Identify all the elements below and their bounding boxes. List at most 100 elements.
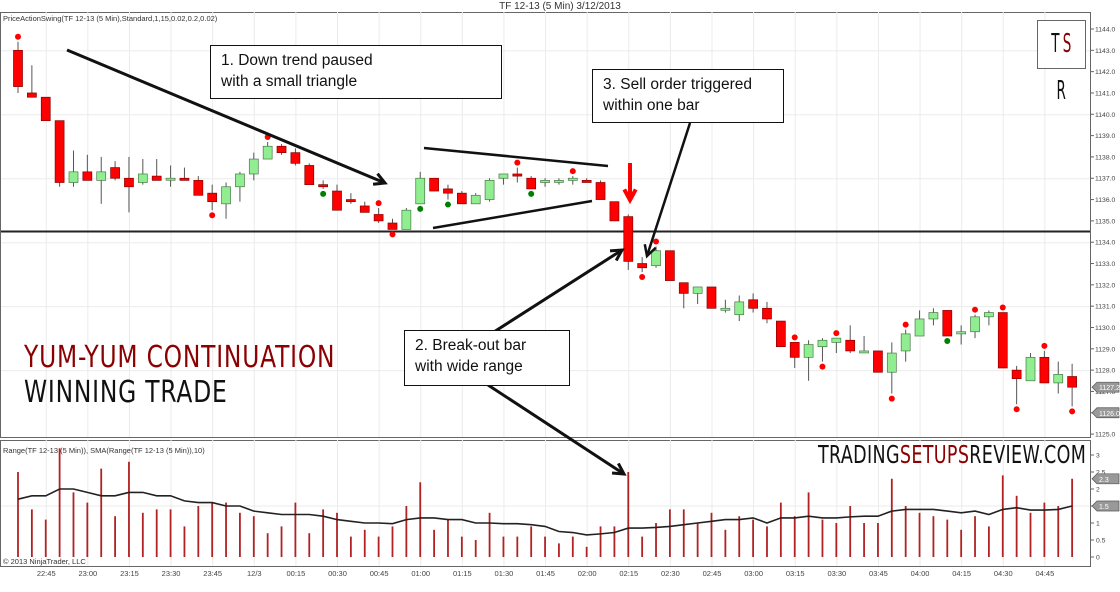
bull-candle[interactable] xyxy=(900,333,911,352)
swing-low-dot xyxy=(888,395,895,402)
swing-high-dot xyxy=(15,33,21,40)
bull-candle[interactable] xyxy=(137,173,148,183)
bull-candle[interactable] xyxy=(886,352,897,373)
time-axis-label: 02:45 xyxy=(703,569,722,578)
price-axis-label: 1129.0 xyxy=(1095,346,1116,353)
bear-candle[interactable] xyxy=(1011,369,1022,379)
range-axis-label: 0 xyxy=(1096,555,1100,562)
bear-candle[interactable] xyxy=(456,192,467,205)
bear-candle[interactable] xyxy=(207,192,218,203)
site-brand: TRADINGSETUPSREVIEW.COM xyxy=(818,440,1087,469)
bull-candle[interactable] xyxy=(970,316,980,333)
bear-candle[interactable] xyxy=(290,152,301,164)
bear-candle[interactable] xyxy=(512,173,523,177)
time-axis-label: 12/3 xyxy=(247,569,262,578)
bear-candle[interactable] xyxy=(762,307,772,320)
range-axis-label: 2 xyxy=(1096,487,1100,494)
bull-candle[interactable] xyxy=(720,307,731,311)
bull-candle[interactable] xyxy=(984,312,994,318)
arrow-downtrend xyxy=(66,48,386,185)
bull-candle[interactable] xyxy=(554,180,564,183)
bear-candle[interactable] xyxy=(789,342,800,358)
bull-candle[interactable] xyxy=(484,180,495,200)
bull-candle[interactable] xyxy=(817,339,828,348)
bear-candle[interactable] xyxy=(124,177,134,188)
bull-candle[interactable] xyxy=(165,177,176,181)
time-axis-label: 23:45 xyxy=(203,569,222,578)
bull-candle[interactable] xyxy=(470,194,481,205)
bear-candle[interactable] xyxy=(609,201,620,222)
bull-candle[interactable] xyxy=(734,301,745,316)
bear-candle[interactable] xyxy=(151,175,162,181)
time-axis-label: 00:30 xyxy=(328,569,347,578)
bear-candle[interactable] xyxy=(359,205,370,213)
bull-candle[interactable] xyxy=(803,344,814,358)
bull-candle[interactable] xyxy=(235,173,245,188)
bull-candle[interactable] xyxy=(859,350,869,354)
bull-candle[interactable] xyxy=(415,177,426,205)
bear-candle[interactable] xyxy=(193,180,204,196)
bear-candle[interactable] xyxy=(1067,376,1077,388)
bear-candle[interactable] xyxy=(873,350,883,373)
bull-candle[interactable] xyxy=(567,177,578,181)
bear-candle[interactable] xyxy=(346,199,356,203)
low-price-tag-text: 1126.0 xyxy=(1099,411,1120,418)
bear-candle[interactable] xyxy=(332,190,342,211)
time-axis-label: 00:45 xyxy=(370,569,389,578)
bull-candle[interactable] xyxy=(692,286,703,294)
bull-candle[interactable] xyxy=(540,180,550,183)
bull-candle[interactable] xyxy=(651,250,661,267)
bear-candle[interactable] xyxy=(276,145,287,154)
bear-candle[interactable] xyxy=(40,96,51,122)
bear-candle[interactable] xyxy=(637,263,648,269)
bear-candle[interactable] xyxy=(581,180,592,183)
bear-candle[interactable] xyxy=(13,49,23,87)
bear-candle[interactable] xyxy=(595,182,606,200)
price-axis-label: 1128.0 xyxy=(1095,368,1116,375)
bull-candle[interactable] xyxy=(221,186,231,205)
bear-candle[interactable] xyxy=(526,177,537,190)
swing-low-dot xyxy=(417,205,424,212)
bull-candle[interactable] xyxy=(401,209,412,230)
bear-candle[interactable] xyxy=(82,171,93,181)
bear-candle[interactable] xyxy=(678,282,689,294)
bear-candle[interactable] xyxy=(110,167,120,179)
bear-candle[interactable] xyxy=(775,320,786,348)
swing-low-dot xyxy=(444,201,451,208)
bull-candle[interactable] xyxy=(831,337,842,343)
bull-candle[interactable] xyxy=(96,171,107,181)
bull-candle[interactable] xyxy=(1025,356,1036,382)
bear-candle[interactable] xyxy=(304,165,315,185)
bear-candle[interactable] xyxy=(1039,356,1050,384)
bull-candle[interactable] xyxy=(248,158,259,175)
bear-candle[interactable] xyxy=(942,310,953,337)
time-axis-label: 23:00 xyxy=(78,569,97,578)
bear-candle[interactable] xyxy=(706,286,717,309)
bull-candle[interactable] xyxy=(914,318,925,337)
bull-candle[interactable] xyxy=(68,171,79,183)
bear-candle[interactable] xyxy=(623,216,634,262)
bull-candle[interactable] xyxy=(956,331,967,335)
bear-candle[interactable] xyxy=(54,120,65,183)
bear-candle[interactable] xyxy=(373,214,384,222)
bear-candle[interactable] xyxy=(665,250,675,281)
bear-candle[interactable] xyxy=(318,184,328,188)
bear-candle[interactable] xyxy=(845,339,856,352)
bear-candle[interactable] xyxy=(27,92,37,98)
bull-candle[interactable] xyxy=(498,173,509,179)
time-axis-label: 02:30 xyxy=(661,569,680,578)
range-axis-label: 3 xyxy=(1096,453,1100,460)
bear-candle[interactable] xyxy=(443,188,453,194)
bear-candle[interactable] xyxy=(748,299,758,309)
bull-candle[interactable] xyxy=(928,312,939,320)
swing-high-dot xyxy=(653,238,660,245)
bear-candle[interactable] xyxy=(997,312,1008,369)
swing-low-dot xyxy=(639,274,646,281)
bull-candle[interactable] xyxy=(262,145,273,160)
bear-candle[interactable] xyxy=(387,222,398,230)
bull-candle[interactable] xyxy=(1053,374,1064,384)
bear-candle[interactable] xyxy=(429,177,439,192)
price-axis-label: 1134.0 xyxy=(1095,240,1116,247)
bear-candle[interactable] xyxy=(179,177,190,181)
